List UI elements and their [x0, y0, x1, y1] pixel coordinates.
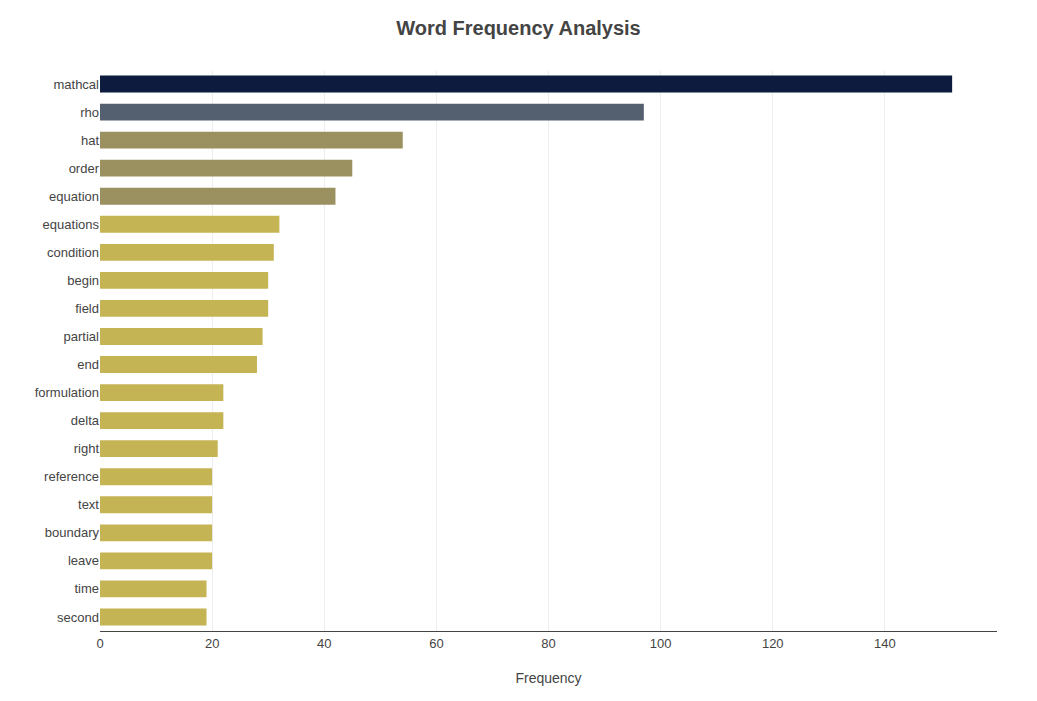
svg-text:field: field: [75, 301, 99, 316]
svg-text:order: order: [69, 161, 100, 176]
svg-text:100: 100: [650, 636, 672, 651]
svg-text:mathcal: mathcal: [53, 77, 99, 92]
svg-text:equation: equation: [49, 189, 99, 204]
svg-text:partial: partial: [64, 329, 100, 344]
svg-text:140: 140: [874, 636, 896, 651]
svg-text:boundary: boundary: [45, 525, 100, 540]
svg-text:end: end: [77, 357, 99, 372]
svg-text:80: 80: [541, 636, 555, 651]
svg-text:delta: delta: [71, 413, 100, 428]
svg-text:time: time: [74, 581, 99, 596]
svg-text:condition: condition: [47, 245, 99, 260]
svg-text:20: 20: [205, 636, 219, 651]
svg-text:rho: rho: [80, 105, 99, 120]
svg-text:Word Frequency Analysis: Word Frequency Analysis: [396, 17, 641, 39]
svg-text:equations: equations: [43, 217, 100, 232]
svg-text:text: text: [78, 497, 99, 512]
svg-text:Frequency: Frequency: [515, 670, 581, 686]
svg-text:60: 60: [429, 636, 443, 651]
svg-text:begin: begin: [67, 273, 99, 288]
svg-text:hat: hat: [81, 133, 99, 148]
svg-text:0: 0: [96, 636, 103, 651]
svg-text:40: 40: [317, 636, 331, 651]
svg-text:leave: leave: [68, 553, 99, 568]
svg-text:120: 120: [762, 636, 784, 651]
svg-text:right: right: [74, 441, 100, 456]
svg-text:formulation: formulation: [35, 385, 99, 400]
svg-text:second: second: [57, 610, 99, 625]
svg-text:reference: reference: [44, 469, 99, 484]
